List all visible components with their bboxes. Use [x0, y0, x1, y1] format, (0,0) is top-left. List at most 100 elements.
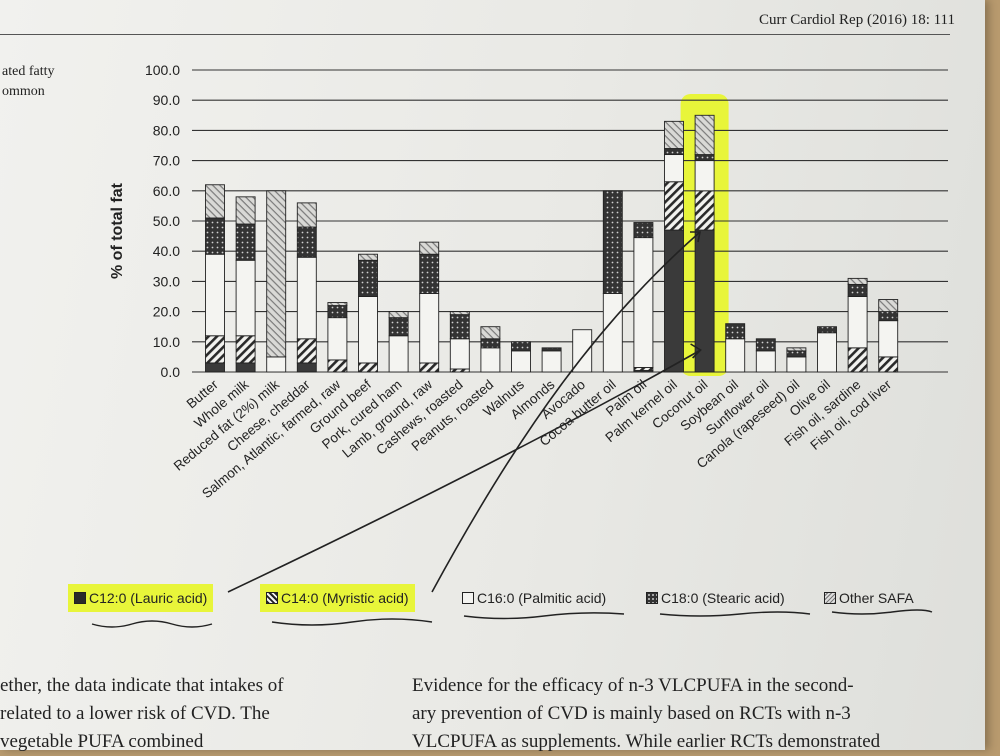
- bar-segment: [358, 259, 378, 297]
- body-line: related to a lower risk of CVD. The: [0, 703, 270, 724]
- bar-segment: [878, 320, 899, 358]
- y-tick-label: 50.0: [153, 213, 180, 229]
- bar-segment: [511, 350, 531, 373]
- bar-segment: [755, 338, 776, 352]
- bar-segment: [449, 314, 470, 340]
- bar-segment: [296, 202, 317, 228]
- bar-segment: [664, 229, 684, 373]
- bar-segment: [205, 184, 225, 219]
- journal-citation: Curr Cardiol Rep (2016) 18: 111: [759, 12, 955, 28]
- legend-swatch-white: [462, 592, 474, 604]
- body-text-right-column: Evidence for the efficacy of n-3 VLCPUFA…: [412, 672, 880, 756]
- handwritten-underline: [271, 618, 433, 626]
- bar-segment: [358, 296, 378, 364]
- bar-segment: [817, 326, 837, 334]
- legend-item-other-safa: Other SAFA: [818, 584, 920, 612]
- bar-segment: [327, 317, 348, 361]
- bar-segment: [847, 296, 868, 349]
- legend-item-myristic: C14:0 (Myristic acid): [260, 584, 415, 612]
- annotation-arrow-lauric: [227, 349, 701, 593]
- y-axis-label: % of total fat: [109, 182, 126, 279]
- legend-label: C18:0 (Stearic acid): [661, 590, 785, 606]
- bar-segment: [327, 359, 348, 373]
- bar-segment: [480, 338, 501, 349]
- bar-segment: [602, 293, 623, 373]
- bar-segment: [633, 237, 654, 368]
- bar-segment: [817, 332, 837, 373]
- bar-segment: [847, 277, 868, 285]
- arrowhead: [690, 343, 702, 359]
- bar-segment: [633, 367, 654, 371]
- legend-swatch-dotted: [646, 592, 658, 604]
- bar-segment: [847, 347, 868, 373]
- journal-page: Curr Cardiol Rep (2016) 18: 111 ated fat…: [0, 0, 985, 750]
- bar-segment: [878, 356, 899, 373]
- y-tick-label: 80.0: [153, 122, 180, 138]
- bar-segment: [235, 196, 256, 225]
- bar-segment: [572, 329, 593, 373]
- bar-segment: [633, 222, 654, 239]
- bar-segment: [694, 160, 715, 192]
- bar-segment: [419, 241, 440, 255]
- bar-segment: [419, 253, 440, 294]
- bar-segment: [878, 311, 899, 322]
- bar-segment: [296, 256, 317, 340]
- bar-segment: [327, 302, 348, 307]
- bar-segment: [419, 362, 440, 373]
- y-tick-label: 60.0: [153, 183, 180, 199]
- y-tick-label: 70.0: [153, 153, 180, 169]
- body-line: VLCPUFA as supplements. While earlier RC…: [412, 731, 881, 752]
- body-line: ary prevention of CVD is mainly based on…: [412, 703, 851, 724]
- bar-segment: [205, 362, 225, 373]
- bar-segment: [725, 338, 746, 373]
- bar-segment: [480, 347, 501, 373]
- y-tick-label: 100.0: [145, 62, 180, 78]
- legend-item-palmitic: C16:0 (Palmitic acid): [456, 584, 612, 612]
- bar-segment: [786, 356, 807, 373]
- legend-swatch-solid: [74, 592, 86, 604]
- handwritten-underline: [91, 620, 213, 628]
- y-tick-label: 30.0: [153, 273, 180, 289]
- bar-segment: [449, 368, 470, 373]
- handwritten-underline: [463, 612, 625, 620]
- caption-line: ated fatty: [2, 64, 55, 79]
- bar-segment: [480, 326, 501, 340]
- bar-segment: [602, 190, 623, 294]
- caption-fragment: ated fatty ommon: [2, 62, 54, 102]
- bar-segment: [388, 311, 409, 319]
- bar-segment: [358, 362, 378, 373]
- legend-label: C14:0 (Myristic acid): [281, 590, 409, 606]
- bar-segment: [664, 120, 684, 149]
- annotation-arrow-myristic: [431, 231, 701, 593]
- body-line: ether, the data indicate that intakes of: [0, 675, 284, 696]
- bar-segment: [235, 259, 256, 337]
- handwritten-underline: [831, 609, 933, 615]
- bar-segment: [296, 362, 317, 373]
- bar-segment: [266, 356, 287, 373]
- chart-legend: C12:0 (Lauric acid) C14:0 (Myristic acid…: [68, 584, 958, 614]
- bar-segment: [511, 341, 531, 352]
- bar-segment: [235, 335, 256, 364]
- bar-segment: [664, 181, 684, 231]
- body-text-left-column: ether, the data indicate that intakes of…: [0, 672, 284, 756]
- bar-segment: [358, 253, 378, 261]
- y-tick-label: 90.0: [153, 92, 180, 108]
- bar-segment: [205, 335, 225, 364]
- legend-swatch-diagonal: [266, 592, 278, 604]
- legend-swatch-hatched: [824, 592, 836, 604]
- bar-segment: [296, 338, 317, 364]
- bar-segment: [847, 283, 868, 297]
- bar-segment: [449, 338, 470, 370]
- body-line: Evidence for the efficacy of n-3 VLCPUFA…: [412, 675, 854, 696]
- bar-segment: [235, 362, 256, 373]
- bar-segment: [694, 190, 715, 231]
- legend-item-stearic: C18:0 (Stearic acid): [640, 584, 791, 612]
- bar-segment: [296, 226, 317, 258]
- legend-label: Other SAFA: [839, 590, 914, 606]
- caption-line: ommon: [2, 84, 45, 99]
- y-tick-label: 0.0: [161, 364, 181, 380]
- bar-segment: [664, 154, 684, 183]
- y-tick-label: 10.0: [153, 334, 180, 350]
- bar-segment: [449, 311, 470, 316]
